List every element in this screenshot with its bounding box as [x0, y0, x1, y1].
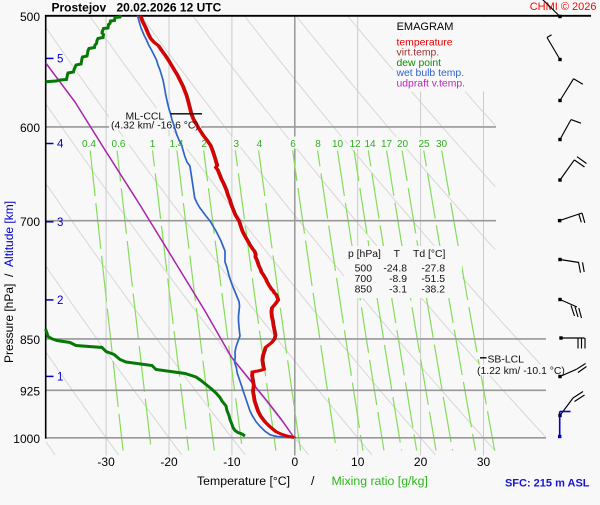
svg-text:10: 10 [332, 139, 344, 150]
svg-text:temperature: temperature [397, 38, 453, 49]
svg-text:0.6: 0.6 [112, 139, 126, 150]
svg-text:500: 500 [355, 264, 373, 275]
svg-text:600: 600 [20, 121, 40, 135]
svg-text:10: 10 [351, 455, 365, 469]
svg-text:3: 3 [57, 217, 63, 229]
svg-text:20.02.2026 12 UTC: 20.02.2026 12 UTC [117, 1, 222, 15]
svg-text:1: 1 [57, 371, 63, 383]
svg-text:850: 850 [355, 284, 373, 295]
svg-text:1000: 1000 [13, 432, 40, 446]
svg-text:-30: -30 [97, 455, 115, 469]
svg-text:1: 1 [150, 139, 156, 150]
svg-text:/: / [311, 474, 315, 488]
svg-text:p [hPa]: p [hPa] [348, 249, 381, 260]
svg-text:-24.8: -24.8 [383, 264, 407, 275]
svg-text:12: 12 [349, 139, 361, 150]
svg-text:(1.22 km/ -10.1 °C): (1.22 km/ -10.1 °C) [477, 366, 565, 377]
svg-text:20: 20 [414, 455, 428, 469]
svg-text:(4.32 km/ -16.6 °C): (4.32 km/ -16.6 °C) [111, 120, 199, 131]
svg-text:4: 4 [257, 139, 263, 150]
svg-text:Temperature [°C]: Temperature [°C] [197, 474, 290, 488]
svg-text:-20: -20 [160, 455, 178, 469]
svg-text:850: 850 [20, 333, 40, 347]
svg-text:5: 5 [57, 53, 63, 65]
svg-text:4: 4 [57, 139, 64, 151]
svg-text:ML-CCL: ML-CCL [126, 112, 165, 123]
svg-text:EMAGRAM: EMAGRAM [397, 21, 454, 33]
svg-text:0: 0 [291, 455, 298, 469]
svg-text:dew point: dew point [397, 58, 442, 69]
svg-text:-8.9: -8.9 [389, 274, 407, 285]
svg-text:-38.2: -38.2 [421, 284, 445, 295]
svg-text:2: 2 [201, 139, 207, 150]
svg-text:8: 8 [315, 139, 321, 150]
svg-text:700: 700 [355, 274, 373, 285]
svg-text:20: 20 [397, 139, 409, 150]
svg-text:17: 17 [381, 139, 393, 150]
svg-text:CHMI © 2026: CHMI © 2026 [530, 1, 597, 13]
svg-text:700: 700 [20, 215, 40, 229]
svg-text:1.4: 1.4 [170, 139, 184, 150]
svg-text:500: 500 [20, 10, 40, 24]
svg-text:SFC: 215 m ASL: SFC: 215 m ASL [505, 478, 590, 490]
svg-text:SB-LCL: SB-LCL [488, 355, 525, 366]
svg-text:Td [°C]: Td [°C] [413, 249, 446, 260]
svg-text:0.4: 0.4 [82, 139, 96, 150]
svg-text:-51.5: -51.5 [421, 274, 445, 285]
svg-text:3: 3 [234, 139, 240, 150]
svg-text:Pressure [hPa] / Altitude [k: Pressure [hPa] / Altitude [km] [2, 201, 16, 363]
svg-text:2: 2 [57, 295, 63, 307]
svg-text:25: 25 [418, 139, 430, 150]
svg-text:-10: -10 [223, 455, 241, 469]
svg-text:14: 14 [364, 139, 376, 150]
svg-text:-3.1: -3.1 [389, 284, 407, 295]
svg-text:Mixing ratio [g/kg]: Mixing ratio [g/kg] [332, 474, 428, 488]
svg-text:6: 6 [290, 139, 296, 150]
svg-text:30: 30 [436, 139, 448, 150]
svg-text:virt.temp.: virt.temp. [397, 48, 440, 59]
svg-text:udpraft v.temp.: udpraft v.temp. [397, 78, 466, 89]
svg-text:-27.8: -27.8 [421, 264, 445, 275]
svg-text:30: 30 [477, 455, 491, 469]
svg-text:925: 925 [20, 385, 40, 399]
svg-text:wet bulb temp.: wet bulb temp. [396, 68, 465, 79]
svg-text:Prostejov: Prostejov [52, 1, 107, 15]
svg-text:T: T [394, 249, 401, 260]
